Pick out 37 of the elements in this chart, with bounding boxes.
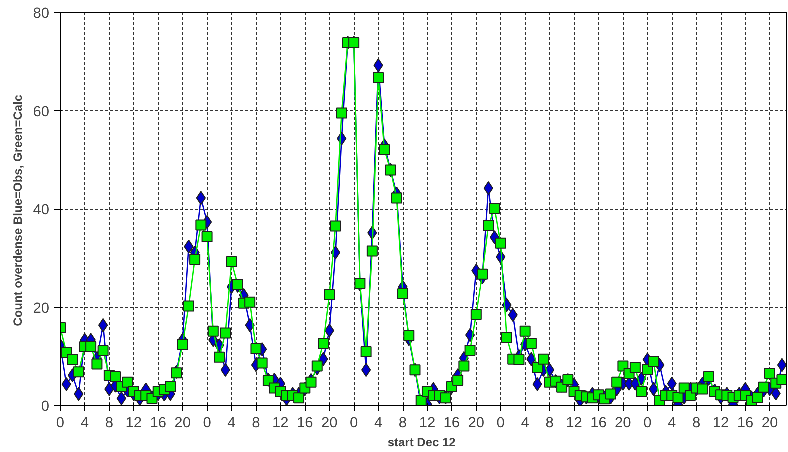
x-tick-label: 20 <box>762 416 778 432</box>
x-tick-label: 16 <box>590 416 607 432</box>
x-tick-label: 0 <box>496 416 505 432</box>
x-tick-label: 8 <box>105 416 114 432</box>
x-tick-label: 12 <box>126 416 142 432</box>
x-tick-label: 20 <box>615 416 632 432</box>
x-tick-label: 0 <box>350 416 358 432</box>
y-tick-label: 60 <box>33 104 50 120</box>
x-tick-label: 20 <box>321 416 338 432</box>
x-tick-label: 16 <box>297 416 314 432</box>
x-tick-label: 12 <box>712 416 730 432</box>
y-tick-label: 20 <box>33 300 50 317</box>
x-tick-label: 0 <box>203 416 212 432</box>
x-tick-label: 16 <box>737 416 754 432</box>
x-tick-label: 8 <box>252 416 260 432</box>
x-tick-label: 8 <box>546 416 554 432</box>
x-tick-label: 4 <box>228 416 236 432</box>
x-tick-label: 20 <box>174 416 191 432</box>
x-axis-title: start Dec 12 <box>388 436 456 450</box>
y-tick-label: 40 <box>33 202 50 218</box>
x-tick-label: 4 <box>80 416 90 432</box>
x-tick-label: 4 <box>668 416 676 432</box>
x-tick-label: 8 <box>398 416 408 432</box>
x-tick-label: 16 <box>150 416 167 432</box>
x-tick-label: 20 <box>468 416 485 432</box>
y-axis-title: Count overdense Blue=Obs, Green=Calc <box>11 94 26 326</box>
x-tick-label: 16 <box>444 416 460 432</box>
y-tick-label: 0 <box>41 399 50 415</box>
x-tick-label: 12 <box>566 416 582 432</box>
x-tick-label: 12 <box>419 416 436 432</box>
x-tick-label: 0 <box>644 416 652 432</box>
x-tick-label: 12 <box>272 416 289 432</box>
x-tick-label: 4 <box>521 416 530 432</box>
x-tick-label: 8 <box>692 416 701 432</box>
x-tick-label: 0 <box>56 416 65 432</box>
y-tick-label: 80 <box>33 6 50 22</box>
x-tick-label: 4 <box>374 416 383 432</box>
